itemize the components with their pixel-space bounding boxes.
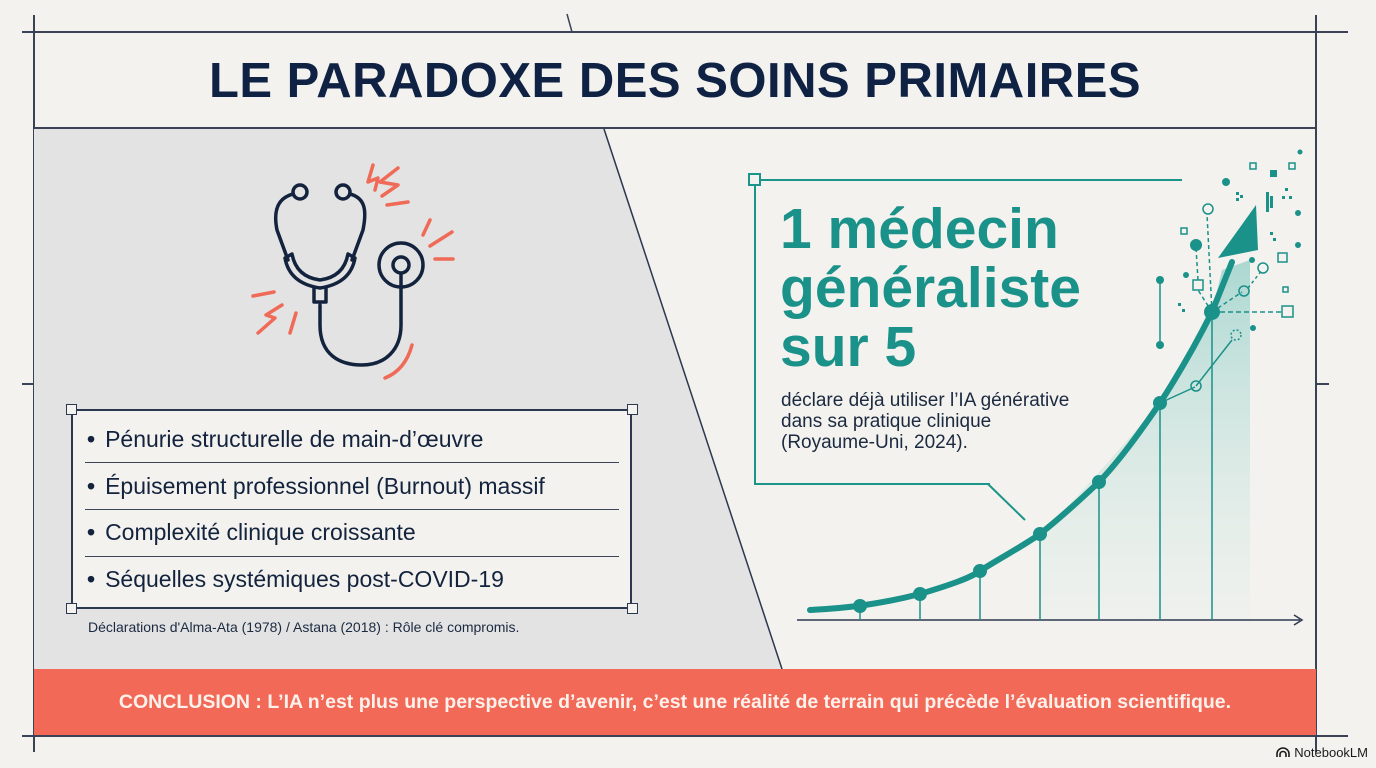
box-corner-handle xyxy=(66,603,77,614)
list-item: • Épuisement professionnel (Burnout) mas… xyxy=(87,463,619,509)
list-item-text: Séquelles systémiques post-COVID-19 xyxy=(105,565,504,592)
frame-top-slash xyxy=(566,13,573,33)
box-corner-handle xyxy=(627,603,638,614)
list-item: • Pénurie structurelle de main-d’œuvre xyxy=(87,416,619,462)
frame-bottom-line xyxy=(22,735,1348,737)
stat-headline-line: 1 médecin xyxy=(780,197,1059,261)
callout-border-left xyxy=(754,179,756,485)
conclusion-banner: CONCLUSION : L’IA n’est plus une perspec… xyxy=(34,669,1316,735)
stat-description-line: (Royaume-Uni, 2024). xyxy=(781,432,968,453)
list-item: • Complexité clinique croissante xyxy=(87,509,619,555)
stat-headline-line: sur 5 xyxy=(780,315,917,379)
list-item-text: Complexité clinique croissante xyxy=(105,518,416,545)
conclusion-text: CONCLUSION : L’IA n’est plus une perspec… xyxy=(118,690,1232,713)
page-title: LE PARADOXE DES SOINS PRIMAIRES xyxy=(34,33,1316,128)
bullet-dot: • xyxy=(87,425,96,452)
notebooklm-logo-icon xyxy=(1276,747,1291,757)
box-corner-handle xyxy=(627,404,638,415)
list-item-text: Pénurie structurelle de main-d’œuvre xyxy=(105,425,484,452)
brand-watermark: NotebookLM xyxy=(1276,745,1368,760)
list-divider xyxy=(85,462,619,463)
list-divider xyxy=(85,556,619,557)
frame-right-tick xyxy=(1316,383,1329,385)
list-item: • Séquelles systémiques post-COVID-19 xyxy=(87,556,619,602)
brand-name: NotebookLM xyxy=(1294,745,1368,760)
stat-description-line: dans sa pratique clinique xyxy=(781,411,992,432)
callout-pointer xyxy=(987,483,1026,521)
callout-corner-handle xyxy=(748,173,761,186)
frame-title-bottom-line xyxy=(34,127,1316,129)
frame-top-line xyxy=(22,31,1348,33)
callout-border-top xyxy=(754,179,1182,181)
bullet-dot: • xyxy=(87,565,96,592)
list-item-text: Épuisement professionnel (Burnout) massi… xyxy=(105,472,545,499)
stat-description: déclare déjà utiliser l’IA générative da… xyxy=(781,390,1069,453)
page-title-text: LE PARADOXE DES SOINS PRIMAIRES xyxy=(208,53,1142,108)
stat-headline: 1 médecin généraliste sur 5 xyxy=(780,200,1081,377)
stat-headline-line: généraliste xyxy=(780,256,1081,320)
growth-chart xyxy=(797,149,1304,626)
challenges-list: • Pénurie structurelle de main-d’œuvre •… xyxy=(71,409,632,609)
bullet-dot: • xyxy=(87,518,96,545)
callout-border-bottom xyxy=(754,483,990,485)
list-divider xyxy=(85,509,619,510)
stat-description-line: déclare déjà utiliser l’IA générative xyxy=(781,390,1070,411)
box-corner-handle xyxy=(66,404,77,415)
frame-left-tick xyxy=(22,383,34,385)
stethoscope-icon xyxy=(251,163,455,380)
footnote: Déclarations d'Alma-Ata (1978) / Astana … xyxy=(88,619,520,635)
bullet-dot: • xyxy=(87,472,96,499)
